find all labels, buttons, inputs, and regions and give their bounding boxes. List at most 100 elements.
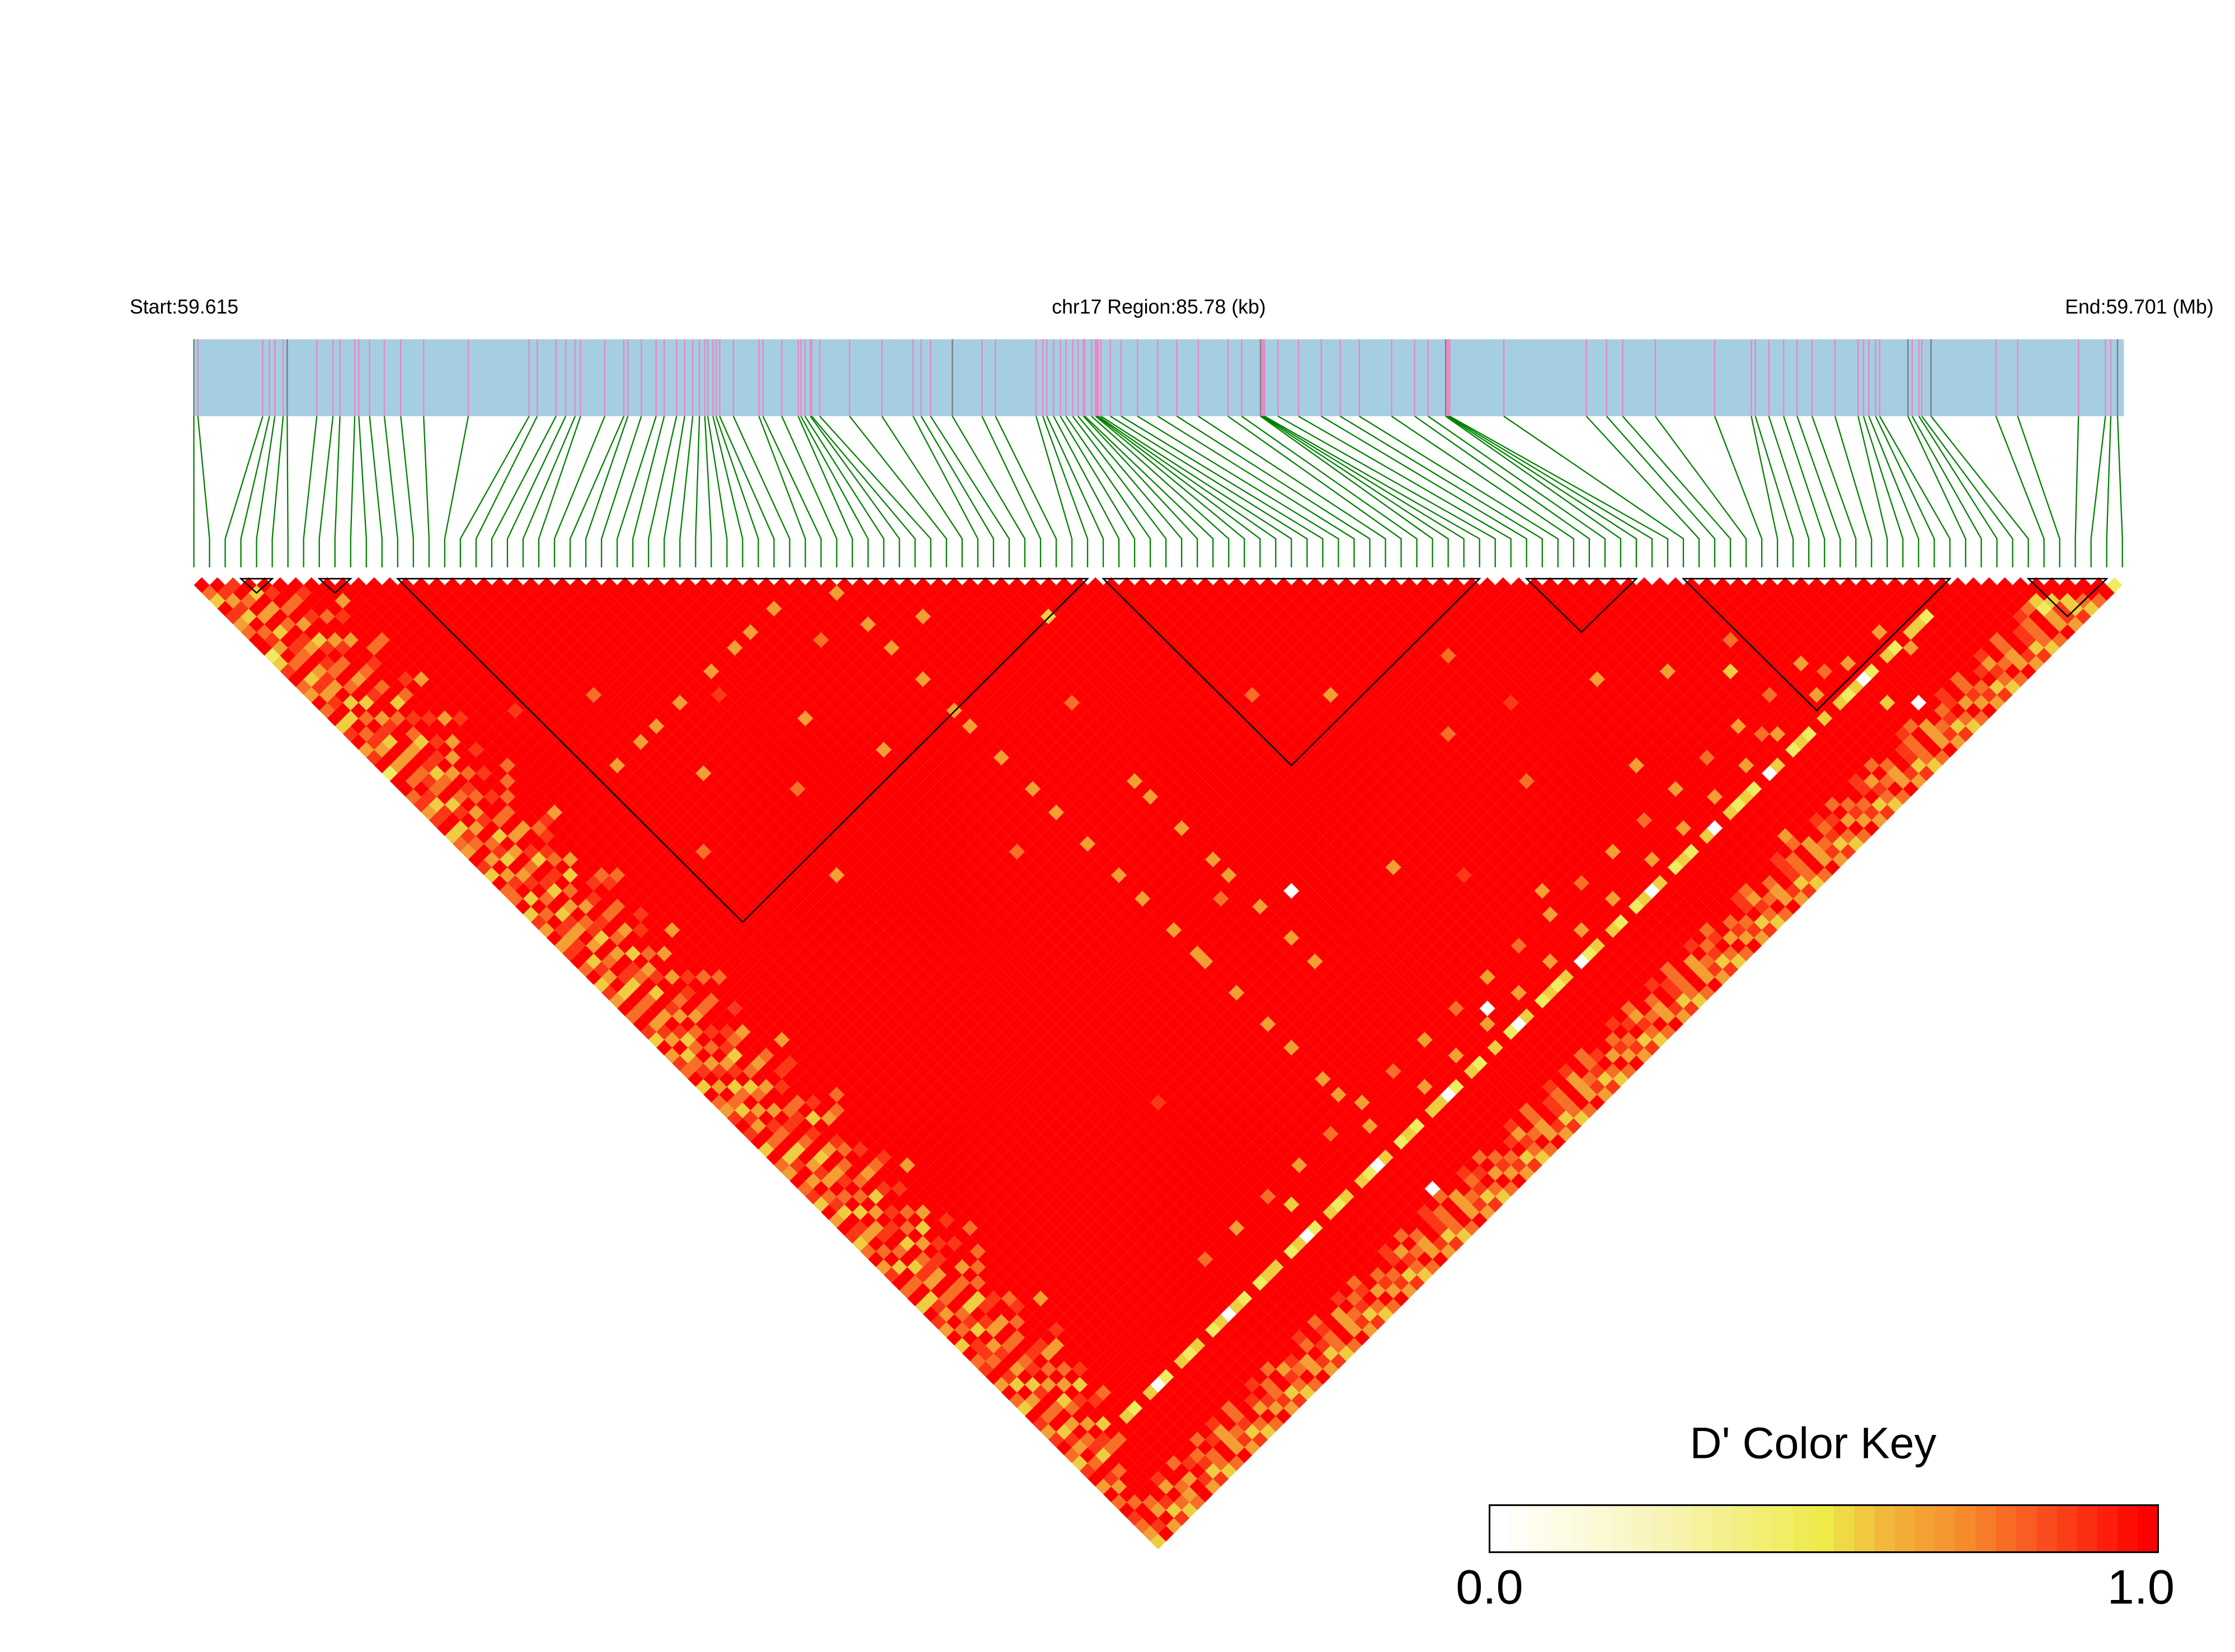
ld-cell: [272, 656, 288, 672]
ld-cell: [1244, 1204, 1260, 1220]
ld-cell: [1166, 1502, 1182, 1518]
ld-cell: [1135, 1455, 1151, 1471]
ld-cell: [664, 656, 680, 672]
ld-cell: [664, 765, 680, 782]
ld-cell: [1135, 1173, 1151, 1189]
ld-cell: [609, 600, 625, 616]
ld-cell: [570, 765, 586, 782]
ld-cell: [648, 640, 665, 656]
ld-cell: [1127, 1291, 1143, 1307]
ld-cell: [750, 851, 766, 868]
ld-cell: [1244, 1392, 1260, 1409]
ld-cell: [923, 1306, 939, 1322]
ld-cell: [1182, 1141, 1198, 1157]
ld-cell: [1064, 1416, 1080, 1432]
snp-connector-line: [1098, 416, 1277, 568]
ld-cell: [750, 930, 766, 946]
snp-connector-line: [475, 416, 538, 568]
ld-cell: [319, 687, 335, 703]
ld-cell: [594, 851, 610, 868]
ld-cell: [562, 600, 578, 616]
ld-cell: [907, 1039, 923, 1056]
ld-cell: [907, 961, 923, 977]
ld-cell: [985, 1291, 1001, 1307]
ld-cell: [899, 1204, 915, 1220]
ld-cell: [609, 898, 625, 915]
ld-cell: [962, 1204, 978, 1220]
ld-cell: [993, 1204, 1009, 1220]
ld-cell: [554, 656, 571, 672]
snp-connector-line: [1084, 416, 1214, 568]
ld-cell: [891, 1165, 907, 1181]
ld-cell: [429, 703, 445, 719]
ld-cell: [594, 804, 610, 821]
ld-cell: [1001, 1322, 1017, 1338]
ld-cell: [1182, 1330, 1198, 1346]
ld-cell: [609, 632, 625, 648]
snp-connector-line: [522, 416, 576, 568]
ld-cell: [280, 600, 296, 616]
ld-cell: [1338, 1345, 1354, 1362]
snp-connector-line: [1321, 416, 1527, 568]
snp-connector-line: [1060, 416, 1136, 568]
ld-cell: [836, 1188, 853, 1204]
ld-cell: [1205, 1322, 1221, 1338]
ld-cell: [750, 1086, 766, 1103]
snp-connector-line: [383, 416, 398, 568]
ld-cell: [594, 600, 610, 616]
snp-connector-line: [707, 416, 728, 568]
snp-connector-line: [1121, 416, 1324, 568]
snp-connector-line: [1241, 416, 1418, 568]
ld-cell: [1182, 1345, 1198, 1362]
ld-cell: [766, 914, 782, 930]
ld-cell: [1362, 1322, 1378, 1338]
ld-cell: [766, 945, 782, 962]
ld-cell: [1252, 1259, 1268, 1276]
ld-cell: [946, 1236, 962, 1252]
ld-cell: [633, 844, 649, 860]
ld-cell: [460, 671, 476, 688]
ld-cell: [1182, 1486, 1198, 1503]
ld-cell: [335, 703, 351, 719]
ld-cell: [1064, 1385, 1080, 1401]
ld-cell: [750, 1071, 766, 1087]
ld-cell: [1221, 1463, 1237, 1479]
snp-connector-line: [1391, 416, 1574, 568]
ld-cell: [977, 1330, 994, 1346]
ld-cell: [358, 616, 374, 632]
ld-cell: [727, 671, 743, 688]
ld-cell: [1213, 1267, 1229, 1283]
ld-cell: [570, 718, 586, 735]
ld-cell: [750, 1039, 766, 1056]
snp-connector-line: [1714, 416, 1763, 568]
ld-cell: [742, 687, 759, 703]
ld-cell: [1064, 1071, 1080, 1087]
ld-cell: [664, 750, 680, 766]
snp-connector-line: [2106, 416, 2112, 568]
ld-cell: [1299, 1385, 1315, 1401]
ld-cell: [1064, 1244, 1080, 1260]
ld-cell: [1182, 1204, 1198, 1220]
snp-connector-line: [695, 416, 700, 568]
ld-cell: [648, 750, 665, 766]
ld-cell: [907, 851, 923, 868]
snp-connector-line: [849, 416, 947, 568]
ld-cell: [1009, 1392, 1025, 1409]
ld-cell: [1064, 1291, 1080, 1307]
ld-cell: [977, 1126, 994, 1142]
ld-cell: [1032, 1165, 1048, 1181]
ld-cell: [1236, 1432, 1253, 1448]
ld-cell: [1166, 1236, 1182, 1252]
ld-cell: [1268, 1369, 1284, 1385]
ld-cell: [836, 1204, 853, 1220]
ld-cell: [1135, 1204, 1151, 1220]
ld-cell: [500, 616, 516, 632]
ld-cell: [264, 616, 280, 632]
ld-cell: [1323, 1314, 1339, 1330]
ld-cell: [750, 1102, 766, 1118]
ld-cell: [1236, 1291, 1253, 1307]
ld-cell: [1166, 1455, 1182, 1471]
ld-cell: [993, 1251, 1009, 1268]
ld-cell: [288, 577, 304, 593]
ld-cell: [609, 616, 625, 632]
